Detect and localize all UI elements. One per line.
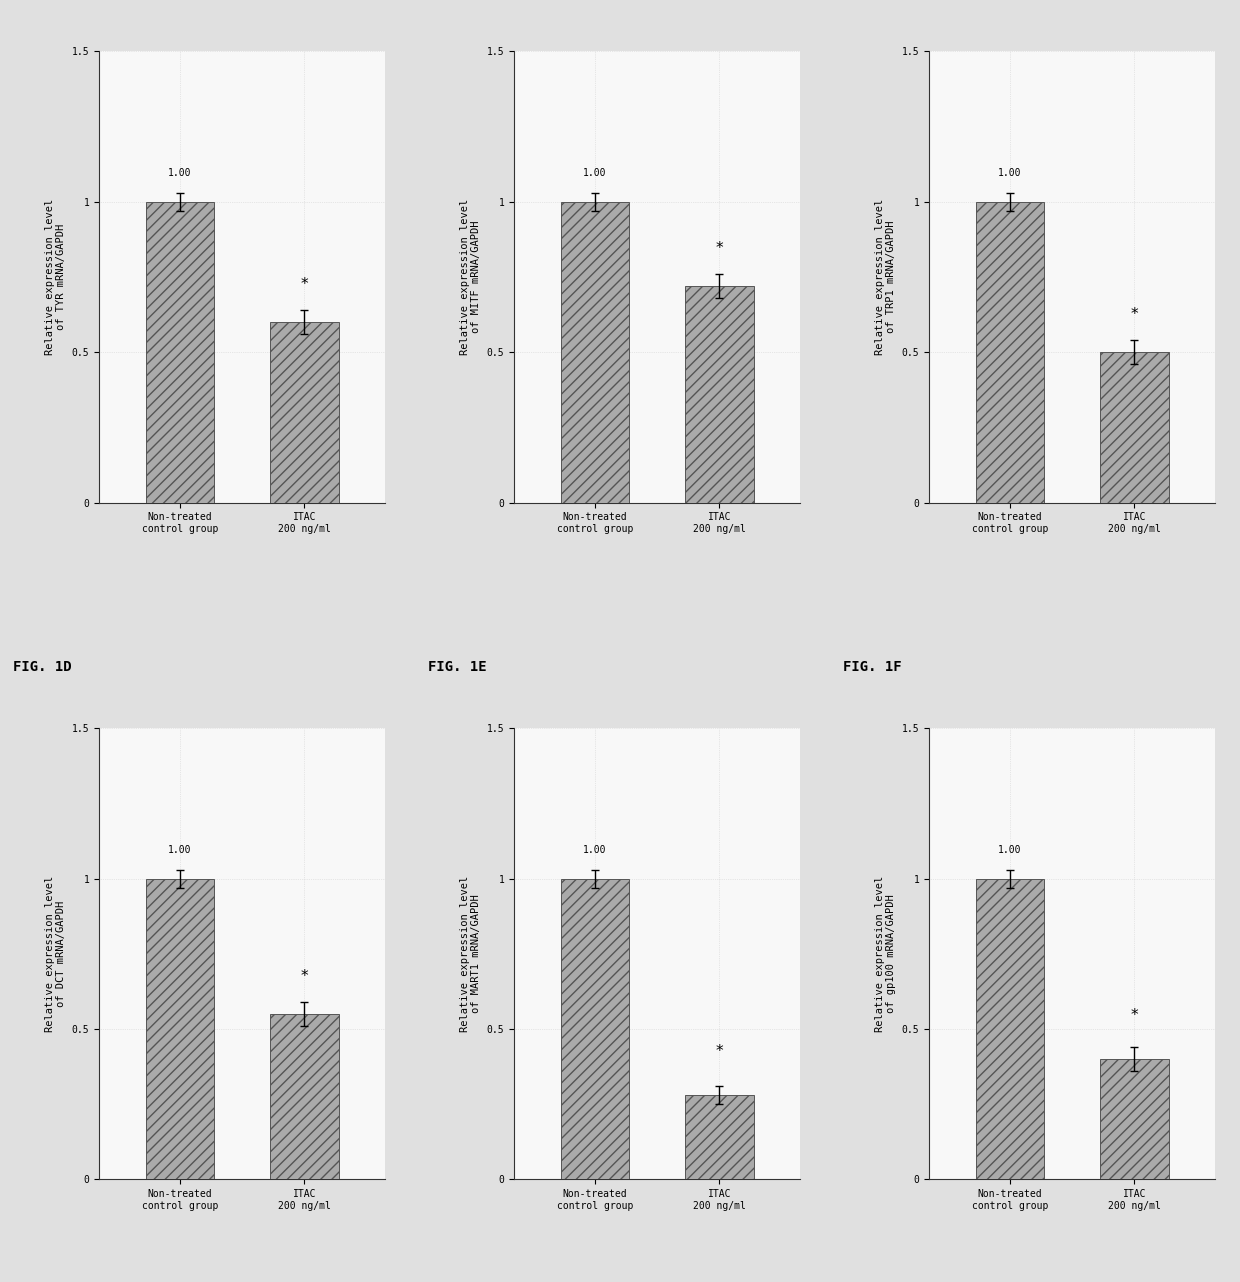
Text: 1.00: 1.00: [169, 845, 192, 855]
Text: 1.00: 1.00: [169, 168, 192, 178]
Bar: [686, 1095, 754, 1179]
Bar: [146, 201, 215, 503]
Y-axis label: Relative expression level
of TRP1 mRNA/GAPDH: Relative expression level of TRP1 mRNA/G…: [874, 199, 897, 355]
Text: *: *: [300, 277, 309, 292]
Bar: [146, 878, 215, 1179]
Y-axis label: Relative expression level
of DCT mRNA/GAPDH: Relative expression level of DCT mRNA/GA…: [45, 876, 66, 1032]
Text: *: *: [715, 1044, 723, 1059]
Text: 1.00: 1.00: [998, 845, 1022, 855]
Bar: [270, 1014, 339, 1179]
Bar: [976, 878, 1044, 1179]
Text: 1.00: 1.00: [998, 168, 1022, 178]
Y-axis label: Relative expression level
of MITF mRNA/GAPDH: Relative expression level of MITF mRNA/G…: [460, 199, 481, 355]
Bar: [686, 286, 754, 503]
Text: FIG. 1F: FIG. 1F: [843, 660, 901, 674]
Y-axis label: Relative expression level
of MART1 mRNA/GAPDH: Relative expression level of MART1 mRNA/…: [460, 876, 481, 1032]
Text: 1.00: 1.00: [583, 168, 606, 178]
Bar: [1100, 1059, 1168, 1179]
Bar: [560, 878, 629, 1179]
Bar: [560, 201, 629, 503]
Text: *: *: [715, 241, 723, 256]
Y-axis label: Relative expression level
of TYR mRNA/GAPDH: Relative expression level of TYR mRNA/GA…: [45, 199, 66, 355]
Bar: [270, 322, 339, 503]
Text: *: *: [1131, 1008, 1138, 1023]
Text: 1.00: 1.00: [583, 845, 606, 855]
Y-axis label: Relative expression level
of gp100 mRNA/GAPDH: Relative expression level of gp100 mRNA/…: [874, 876, 897, 1032]
Text: FIG. 1E: FIG. 1E: [428, 660, 487, 674]
Bar: [1100, 353, 1168, 503]
Bar: [976, 201, 1044, 503]
Text: *: *: [1131, 306, 1138, 322]
Text: *: *: [300, 969, 309, 983]
Text: FIG. 1D: FIG. 1D: [14, 660, 72, 674]
